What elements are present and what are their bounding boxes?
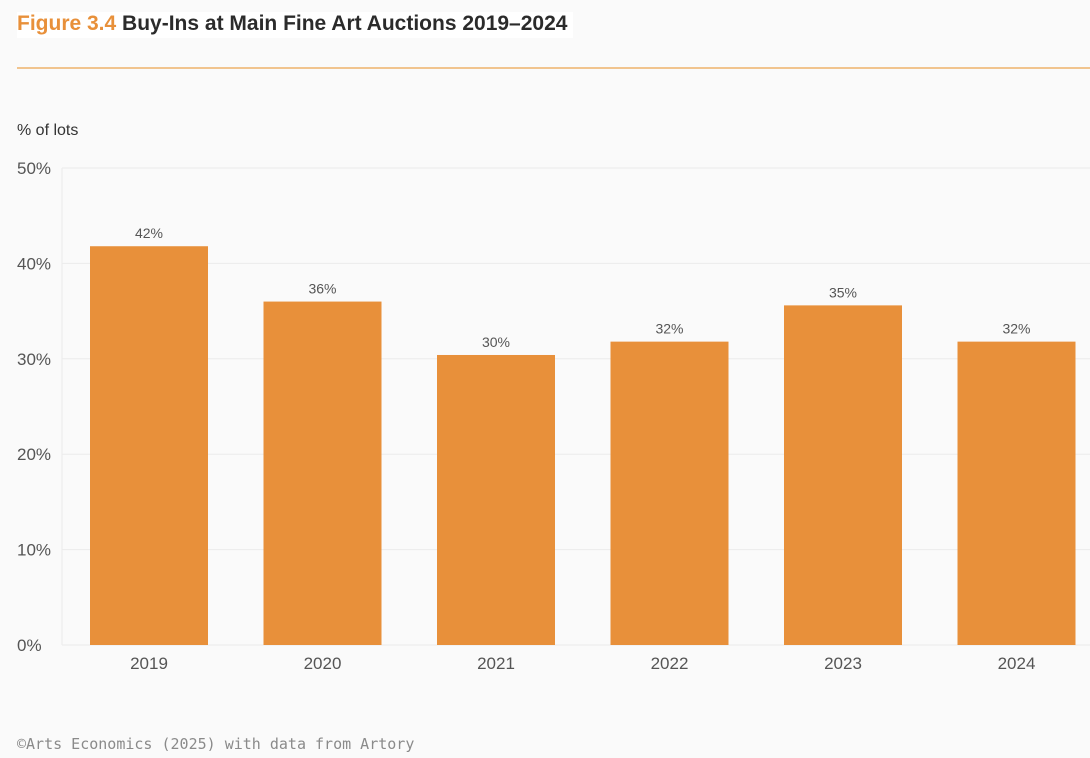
bar-chart: % of lots 0% 10% 20% 30% 40% 50% 42% 36% 30% 32% 3… [17, 122, 1090, 673]
y-tick-label: 40% [17, 254, 51, 273]
y-tick-label: 30% [17, 350, 51, 369]
data-label: 36% [308, 281, 336, 297]
y-axis-title: % of lots [17, 122, 78, 139]
chart-title: Buy-Ins at Main Fine Art Auctions 2019–2… [122, 12, 568, 35]
bar-2023 [784, 305, 902, 645]
x-tick-label: 2023 [824, 654, 862, 673]
header-divider [17, 67, 1090, 69]
data-labels: 42% 36% 30% 32% 35% 32% [135, 225, 1031, 350]
data-label: 32% [1002, 321, 1030, 337]
data-label: 32% [655, 321, 683, 337]
bars [90, 246, 1076, 645]
data-label: 35% [829, 284, 857, 300]
figure-label: Figure 3.4 [17, 12, 117, 35]
y-tick-label: 10% [17, 541, 51, 560]
chart-header: Figure 3.4 Buy-Ins at Main Fine Art Auct… [17, 12, 574, 38]
bar-2020 [263, 301, 382, 645]
x-axis: 2019 2020 2021 2022 2023 2024 [130, 654, 1035, 673]
data-label: 30% [482, 334, 510, 350]
x-tick-label: 2024 [998, 654, 1036, 673]
y-tick-label: 0% [17, 636, 42, 655]
y-tick-label: 20% [17, 445, 51, 464]
bar-2024 [957, 341, 1076, 645]
source-note: ©Arts Economics (2025) with data from Ar… [17, 735, 415, 753]
data-label: 42% [135, 225, 163, 241]
bar-2021 [437, 354, 555, 645]
x-tick-label: 2022 [651, 654, 689, 673]
bar-2022 [610, 341, 729, 645]
x-tick-label: 2020 [304, 654, 342, 673]
chart-area: % of lots 0% 10% 20% 30% 40% 50% 42% 36% 30% 32% 3… [0, 110, 1090, 710]
y-axis: % of lots 0% 10% 20% 30% 40% 50% [17, 122, 78, 655]
gridlines [61, 167, 1090, 646]
y-tick-label: 50% [17, 159, 51, 178]
x-tick-label: 2021 [477, 654, 515, 673]
bar-2019 [90, 246, 208, 645]
x-tick-label: 2019 [130, 654, 168, 673]
